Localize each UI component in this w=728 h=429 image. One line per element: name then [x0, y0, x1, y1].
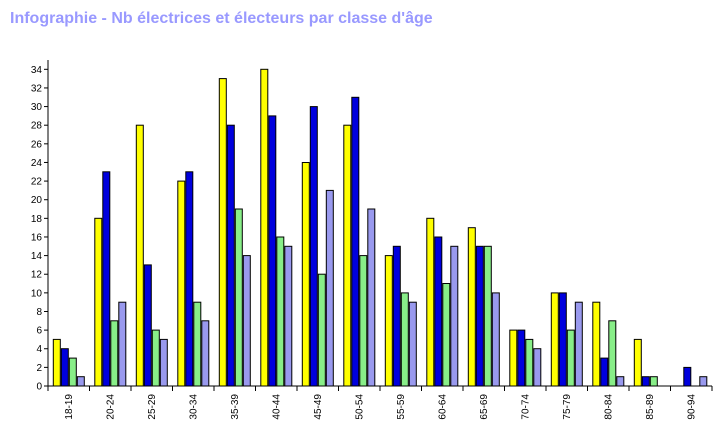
- bar-30-34-series-1: [177, 180, 186, 387]
- y-tick-label: 6: [36, 326, 42, 337]
- y-tick-label: 22: [31, 177, 43, 188]
- bar-70-74-series-4: [533, 348, 542, 387]
- bar-30-34-series-3: [193, 301, 202, 387]
- bar-50-54-series-2: [351, 96, 360, 387]
- y-tick-label: 4: [36, 344, 42, 355]
- bar-60-64-series-4: [450, 245, 459, 387]
- y-tick-label: 0: [36, 382, 42, 393]
- bar-20-24-series-1: [94, 217, 103, 387]
- bar-55-59-series-4: [408, 301, 417, 387]
- bar-40-44-series-2: [268, 115, 277, 387]
- y-tick-label: 20: [31, 195, 43, 206]
- y-tick-label: 32: [31, 83, 43, 94]
- x-tick-label-45-49: 45-49: [313, 394, 324, 420]
- bar-45-49-series-3: [317, 273, 326, 387]
- bar-75-79-series-2: [558, 292, 567, 387]
- x-tick-label-75-79: 75-79: [562, 394, 573, 420]
- bar-65-69-series-4: [491, 292, 500, 387]
- chart-title: Infographie - Nb électrices et électeurs…: [10, 10, 433, 27]
- bar-60-64-series-3: [442, 283, 451, 387]
- bar-45-49-series-4: [325, 189, 334, 387]
- bar-18-19-series-3: [68, 357, 77, 387]
- bar-40-44-series-3: [276, 236, 285, 387]
- bar-18-19-series-1: [52, 338, 61, 387]
- bar-65-69-series-3: [483, 245, 492, 387]
- bar-50-54-series-4: [367, 208, 376, 387]
- y-tick-label: 16: [31, 232, 43, 243]
- bar-60-64-series-2: [434, 236, 443, 387]
- bar-50-54-series-1: [343, 124, 352, 387]
- bar-70-74-series-1: [509, 329, 518, 387]
- bar-50-54-series-3: [359, 255, 368, 387]
- y-tick-label: 30: [31, 102, 43, 113]
- bar-80-84-series-1: [592, 301, 601, 387]
- x-tick-label-50-54: 50-54: [354, 394, 365, 420]
- x-tick-label-80-84: 80-84: [603, 394, 614, 420]
- x-tick-label-85-89: 85-89: [645, 394, 656, 420]
- bar-60-64-series-1: [426, 217, 435, 387]
- bar-70-74-series-2: [517, 329, 526, 387]
- bar-75-79-series-1: [550, 292, 559, 387]
- bar-35-39-series-3: [234, 208, 243, 387]
- bar-30-34-series-4: [201, 320, 210, 387]
- bar-55-59-series-1: [384, 255, 393, 387]
- x-tick-label-25-29: 25-29: [147, 394, 158, 420]
- x-tick-label-90-94: 90-94: [686, 394, 697, 420]
- bar-18-19-series-2: [60, 348, 69, 387]
- bar-45-49-series-2: [309, 106, 318, 387]
- x-tick-label-40-44: 40-44: [271, 394, 282, 420]
- bar-65-69-series-2: [475, 245, 484, 387]
- bar-35-39-series-2: [226, 124, 235, 387]
- bar-18-19-series-4: [76, 376, 85, 387]
- bar-35-39-series-4: [242, 255, 251, 387]
- y-tick-label: 34: [31, 65, 43, 76]
- y-tick-label: 28: [31, 121, 43, 132]
- bar-20-24-series-4: [118, 301, 127, 387]
- bar-90-94-series-4: [699, 376, 708, 387]
- y-tick-label: 24: [31, 158, 43, 169]
- y-tick-label: 10: [31, 288, 43, 299]
- bar-80-84-series-4: [616, 376, 625, 387]
- bar-65-69-series-1: [467, 227, 476, 387]
- bar-70-74-series-3: [525, 338, 534, 387]
- x-tick-label-30-34: 30-34: [188, 394, 199, 420]
- x-tick-label-65-69: 65-69: [479, 394, 490, 420]
- bar-55-59-series-2: [392, 245, 401, 387]
- bar-40-44-series-1: [260, 68, 269, 387]
- y-tick-label: 14: [31, 251, 43, 262]
- bar-85-89-series-1: [633, 338, 642, 387]
- y-tick-label: 26: [31, 139, 43, 150]
- y-tick-label: 18: [31, 214, 43, 225]
- bar-20-24-series-3: [110, 320, 119, 387]
- bar-25-29-series-2: [143, 264, 152, 387]
- bar-20-24-series-2: [102, 171, 111, 387]
- x-tick-label-70-74: 70-74: [520, 394, 531, 420]
- bar-80-84-series-2: [600, 357, 609, 387]
- x-tick-label-20-24: 20-24: [105, 394, 116, 420]
- x-tick-label-35-39: 35-39: [230, 394, 241, 420]
- bar-85-89-series-3: [649, 376, 658, 387]
- x-tick-label-18-19: 18-19: [64, 394, 75, 420]
- bar-55-59-series-3: [400, 292, 409, 387]
- bar-85-89-series-2: [641, 376, 650, 387]
- bar-90-94-series-2: [683, 366, 692, 387]
- bar-80-84-series-3: [608, 320, 617, 387]
- bar-45-49-series-1: [301, 162, 310, 387]
- bar-30-34-series-2: [185, 171, 194, 387]
- bar-25-29-series-4: [159, 338, 168, 387]
- x-tick-label-60-64: 60-64: [437, 394, 448, 420]
- bar-25-29-series-3: [151, 329, 160, 387]
- bar-75-79-series-3: [566, 329, 575, 387]
- bar-40-44-series-4: [284, 245, 293, 387]
- y-tick-label: 2: [36, 363, 42, 374]
- bar-25-29-series-1: [135, 124, 144, 387]
- bar-75-79-series-4: [574, 301, 583, 387]
- y-tick-label: 8: [36, 307, 42, 318]
- x-tick-label-55-59: 55-59: [396, 394, 407, 420]
- bar-35-39-series-1: [218, 78, 227, 387]
- y-tick-label: 12: [31, 270, 43, 281]
